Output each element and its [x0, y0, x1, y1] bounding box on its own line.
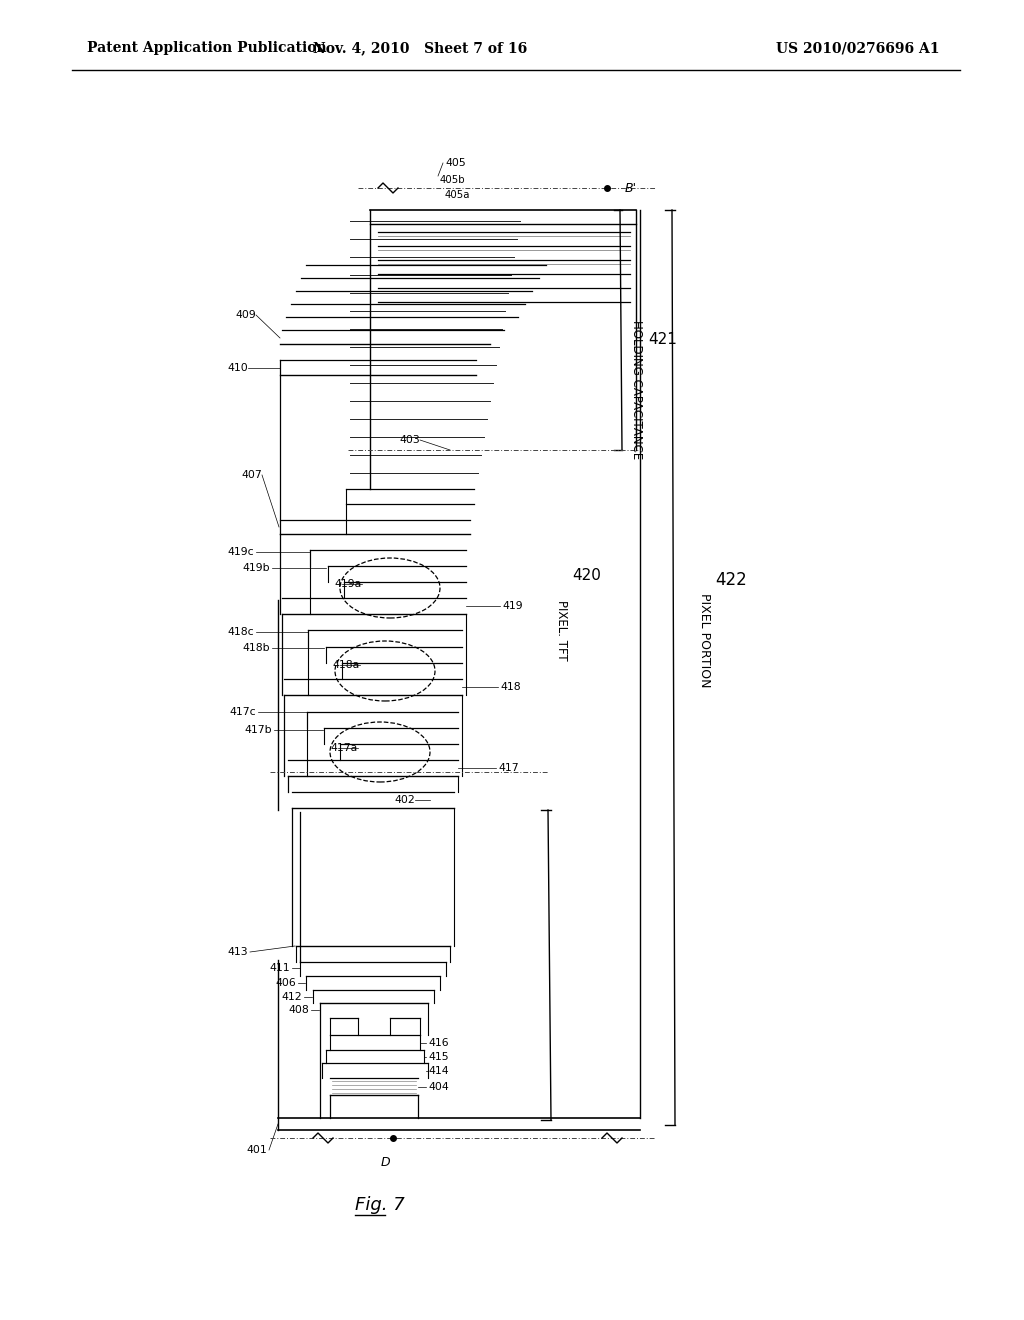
- Text: PIXEL. TFT: PIXEL. TFT: [555, 599, 568, 660]
- Text: 417a: 417a: [331, 743, 358, 752]
- Text: 411: 411: [269, 964, 290, 973]
- Text: 417: 417: [498, 763, 518, 774]
- Text: 417b: 417b: [245, 725, 272, 735]
- Text: 406: 406: [275, 978, 296, 987]
- Text: 421: 421: [648, 333, 677, 347]
- Text: 422: 422: [715, 572, 746, 589]
- Text: 415: 415: [428, 1052, 449, 1063]
- Text: PIXEL PORTION: PIXEL PORTION: [698, 593, 711, 688]
- Text: 409: 409: [236, 310, 256, 319]
- Text: 407: 407: [242, 470, 262, 480]
- Text: Fig. 7: Fig. 7: [355, 1196, 404, 1214]
- Text: 405: 405: [445, 158, 466, 168]
- Text: 420: 420: [572, 568, 601, 582]
- Text: 419: 419: [502, 601, 522, 611]
- Text: 412: 412: [282, 993, 302, 1002]
- Text: 419c: 419c: [227, 546, 254, 557]
- Text: 405b: 405b: [440, 176, 466, 185]
- Text: B': B': [625, 181, 637, 194]
- Text: Nov. 4, 2010   Sheet 7 of 16: Nov. 4, 2010 Sheet 7 of 16: [313, 41, 527, 55]
- Text: 418c: 418c: [227, 627, 254, 638]
- Text: 413: 413: [227, 946, 248, 957]
- Text: 401: 401: [246, 1144, 267, 1155]
- Text: 403: 403: [399, 436, 420, 445]
- Text: 405a: 405a: [445, 190, 470, 201]
- Text: 418: 418: [500, 682, 520, 692]
- Text: 408: 408: [288, 1005, 309, 1015]
- Text: 417c: 417c: [229, 708, 256, 717]
- Text: 419b: 419b: [243, 564, 270, 573]
- Text: HOLDING CAPACITANCE: HOLDING CAPACITANCE: [630, 321, 643, 459]
- Text: 418b: 418b: [243, 643, 270, 653]
- Text: 419a: 419a: [335, 579, 362, 589]
- Text: 416: 416: [428, 1038, 449, 1048]
- Text: US 2010/0276696 A1: US 2010/0276696 A1: [776, 41, 940, 55]
- Text: D: D: [380, 1155, 390, 1168]
- Text: Patent Application Publication: Patent Application Publication: [87, 41, 327, 55]
- Text: 404: 404: [428, 1082, 449, 1092]
- Text: 414: 414: [428, 1067, 449, 1076]
- Text: 410: 410: [227, 363, 248, 374]
- Text: 418a: 418a: [333, 660, 360, 671]
- Text: 402: 402: [394, 795, 415, 805]
